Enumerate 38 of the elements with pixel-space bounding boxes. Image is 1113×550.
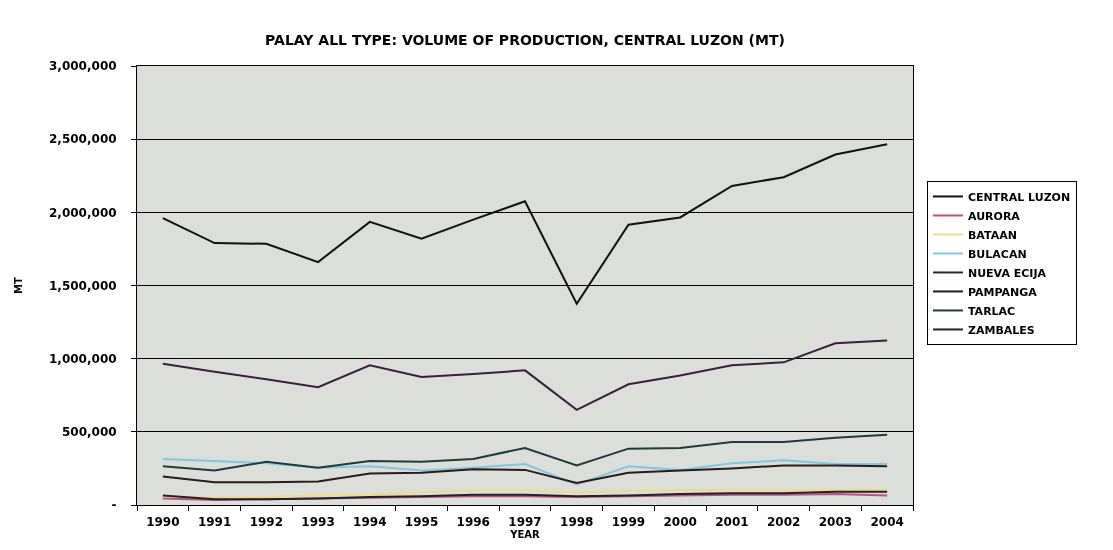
- x-tick-label: 1998: [560, 515, 594, 530]
- legend-label: AURORA: [967, 209, 1021, 223]
- x-tick-label: 1999: [611, 515, 646, 530]
- y-tick-label: 1,500,000: [49, 278, 117, 293]
- y-tick-label: -: [111, 498, 117, 513]
- y-tick-label: 2,000,000: [49, 205, 117, 220]
- x-tick-label: 1990: [146, 515, 180, 530]
- x-tick-label: 1996: [456, 515, 490, 530]
- x-tick-label: 1997: [508, 515, 542, 530]
- x-tick-label: 1993: [301, 515, 335, 530]
- legend-label: BATAAN: [967, 228, 1017, 242]
- legend-label: NUEVA ECIJA: [967, 266, 1047, 280]
- legend-label: TARLAC: [967, 304, 1016, 318]
- x-tick-label: 1995: [404, 515, 439, 530]
- legend-label: CENTRAL LUZON: [967, 190, 1071, 204]
- y-tick-label: 3,000,000: [49, 59, 117, 74]
- legend-label: PAMPANGA: [967, 285, 1038, 299]
- x-tick-label: 1992: [249, 515, 284, 530]
- x-tick-label: 2001: [715, 515, 749, 530]
- x-tick-label: 2004: [870, 515, 904, 530]
- y-tick-label: 500,000: [61, 425, 117, 440]
- y-tick-label: 2,500,000: [49, 132, 117, 147]
- chart-title: PALAY ALL TYPE: VOLUME OF PRODUCTION, CENTRAL LUZON (MT): [265, 31, 785, 48]
- x-tick-label: 1994: [353, 515, 387, 530]
- x-tick-label: 1991: [197, 515, 232, 530]
- y-tick-label: 1,000,000: [49, 351, 117, 366]
- x-tick-label: 2002: [766, 515, 801, 530]
- x-tick-label: 2003: [818, 515, 853, 530]
- line-series: [161, 143, 889, 305]
- x-tick-label: 2000: [663, 515, 697, 530]
- y-axis-title: MT: [13, 276, 25, 294]
- legend-label: BULACAN: [967, 247, 1027, 261]
- line-series: [161, 457, 889, 486]
- line-series: [161, 339, 889, 411]
- x-axis-title: YEAR: [509, 529, 541, 541]
- legend-label: ZAMBALES: [967, 323, 1035, 337]
- line-series: [161, 464, 889, 485]
- line-series: [161, 433, 889, 472]
